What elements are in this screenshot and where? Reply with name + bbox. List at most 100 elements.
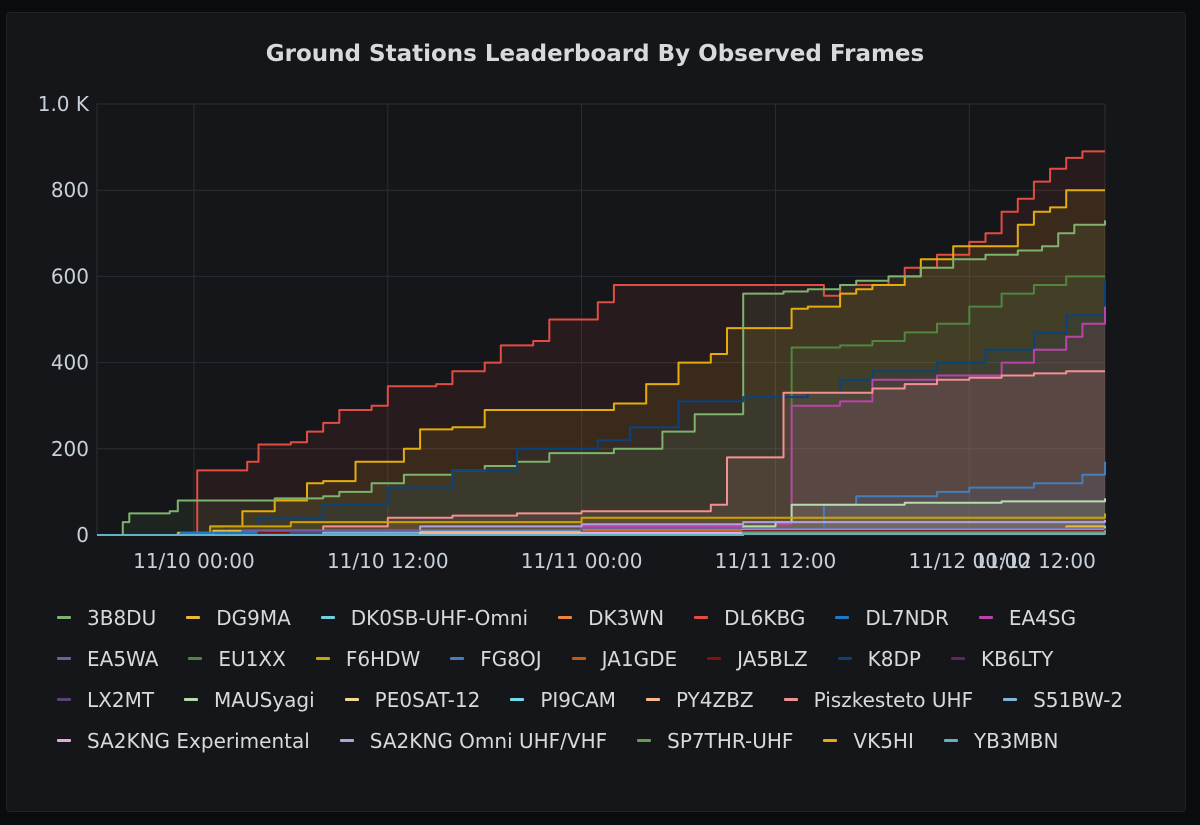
- series-line[interactable]: [97, 370, 1105, 536]
- legend-swatch: [184, 698, 199, 701]
- series-area: [97, 280, 1105, 535]
- legend-item[interactable]: SA2KNG Experimental: [57, 720, 310, 761]
- legend: 3B8DU DG9MA DK0SB-UHF-Omni DK3WN DL6KBG DL7ND…: [57, 597, 1177, 761]
- legend-item[interactable]: JA1GDE: [571, 638, 678, 679]
- legend-item[interactable]: PE0SAT-12: [344, 679, 480, 720]
- legend-item[interactable]: 3B8DU: [57, 597, 156, 638]
- legend-item[interactable]: PI9CAM: [510, 679, 616, 720]
- legend-label: SA2KNG Experimental: [87, 728, 310, 753]
- legend-label: FG8OJ: [480, 646, 542, 671]
- legend-swatch: [57, 657, 71, 660]
- legend-label: DG9MA: [216, 605, 291, 630]
- legend-item[interactable]: F6HDW: [315, 638, 421, 679]
- legend-swatch: [823, 739, 838, 742]
- legend-label: LX2MT: [87, 687, 155, 712]
- legend-label: YB3MBN: [973, 728, 1059, 753]
- legend-swatch: [188, 657, 203, 660]
- series-lines: [97, 150, 1106, 536]
- legend-swatch: [186, 616, 201, 619]
- series-line[interactable]: [97, 280, 1106, 536]
- legend-item[interactable]: Piszkesteto UHF: [783, 679, 974, 720]
- legend-item[interactable]: SP7THR-UHF: [637, 720, 793, 761]
- legend-item[interactable]: DK3WN: [558, 597, 664, 638]
- legend-swatch: [450, 657, 465, 660]
- legend-swatch: [837, 657, 852, 660]
- x-tick-label: 11/11 12:00: [715, 549, 837, 573]
- legend-swatch: [315, 657, 330, 660]
- x-axis: 11/10 00:00 11/10 12:00 11/11 00:00 11/11 1…: [133, 549, 1096, 573]
- x-tick-label: 11/10 12:00: [327, 549, 449, 573]
- legend-item[interactable]: LX2MT: [57, 679, 154, 720]
- legend-swatch: [57, 739, 71, 742]
- x-tick-label: 11/12 00:00: [908, 549, 1030, 573]
- legend-swatch: [943, 739, 958, 742]
- legend-swatch: [783, 698, 798, 701]
- legend-item[interactable]: PY4ZBZ: [645, 679, 754, 720]
- series-line[interactable]: [97, 150, 1105, 536]
- series-area: [97, 371, 1105, 535]
- legend-label: Piszkesteto UHF: [813, 687, 974, 712]
- legend-item[interactable]: SA2KNG Omni UHF/VHF: [339, 720, 608, 761]
- series-area: [97, 276, 1105, 535]
- legend-label: K8DP: [867, 646, 921, 671]
- x-tick-label: 11/12 12:00: [974, 549, 1096, 573]
- legend-label: JA1GDE: [601, 646, 678, 671]
- legend-label: SP7THR-UHF: [667, 728, 794, 753]
- chart-plot[interactable]: 0 200 400 600 800 1.0 K 11/10 00:00 11/10 12:0…: [7, 13, 1185, 593]
- legend-label: VK5HI: [853, 728, 914, 753]
- chart-title: Ground Stations Leaderboard By Observed …: [265, 41, 925, 67]
- x-tick-label: 11/10 00:00: [133, 549, 255, 573]
- legend-swatch: [707, 657, 722, 660]
- legend-item[interactable]: VK5HI: [823, 720, 914, 761]
- legend-item[interactable]: K8DP: [837, 638, 921, 679]
- legend-item[interactable]: DL6KBG: [694, 597, 805, 638]
- legend-item[interactable]: MAUSyagi: [184, 679, 315, 720]
- legend-item[interactable]: FG8OJ: [450, 638, 542, 679]
- legend-label: DK3WN: [588, 605, 665, 630]
- y-tick-label: 400: [51, 351, 89, 375]
- legend-label: KB6LTY: [980, 646, 1054, 671]
- legend-label: SA2KNG Omni UHF/VHF: [369, 728, 608, 753]
- legend-swatch: [950, 657, 965, 660]
- series-area: [97, 498, 1105, 535]
- series-area: [97, 151, 1105, 535]
- legend-item[interactable]: S51BW-2: [1003, 679, 1123, 720]
- legend-swatch: [339, 739, 354, 742]
- series-line[interactable]: [97, 189, 1105, 536]
- legend-swatch: [637, 739, 652, 742]
- y-tick-label: 200: [51, 437, 89, 461]
- legend-item[interactable]: YB3MBN: [943, 720, 1059, 761]
- legend-label: EA4SG: [1008, 605, 1077, 630]
- series-line[interactable]: [97, 532, 1106, 536]
- legend-label: F6HDW: [345, 646, 421, 671]
- legend-item[interactable]: EA4SG: [978, 597, 1077, 638]
- legend-swatch: [571, 657, 586, 660]
- legend-item[interactable]: EU1XX: [188, 638, 286, 679]
- series-line[interactable]: [97, 220, 1106, 536]
- legend-swatch: [344, 698, 359, 701]
- legend-swatch: [57, 698, 71, 701]
- legend-item[interactable]: EA5WA: [57, 638, 158, 679]
- legend-item[interactable]: DG9MA: [186, 597, 291, 638]
- series-area: [97, 190, 1105, 535]
- legend-item[interactable]: DK0SB-UHF-Omni: [320, 597, 529, 638]
- legend-swatch: [694, 616, 709, 619]
- series-area: [97, 461, 1105, 535]
- legend-item[interactable]: DL7NDR: [835, 597, 949, 638]
- y-tick-label: 0: [76, 523, 89, 547]
- series-area: [97, 306, 1105, 535]
- legend-swatch: [558, 616, 573, 619]
- y-tick-label: 800: [51, 178, 89, 202]
- legend-label: PY4ZBZ: [675, 687, 754, 712]
- y-tick-label: 1.0 K: [38, 92, 90, 116]
- y-axis: 0 200 400 600 800 1.0 K: [38, 92, 90, 547]
- legend-swatch: [510, 698, 525, 701]
- legend-label: S51BW-2: [1033, 687, 1124, 712]
- legend-swatch: [1003, 698, 1018, 701]
- legend-label: DK0SB-UHF-Omni: [350, 605, 529, 630]
- legend-item[interactable]: KB6LTY: [950, 638, 1054, 679]
- series-areas: [97, 151, 1105, 535]
- legend-label: 3B8DU: [87, 605, 157, 630]
- legend-item[interactable]: JA5BLZ: [707, 638, 808, 679]
- legend-label: MAUSyagi: [214, 687, 315, 712]
